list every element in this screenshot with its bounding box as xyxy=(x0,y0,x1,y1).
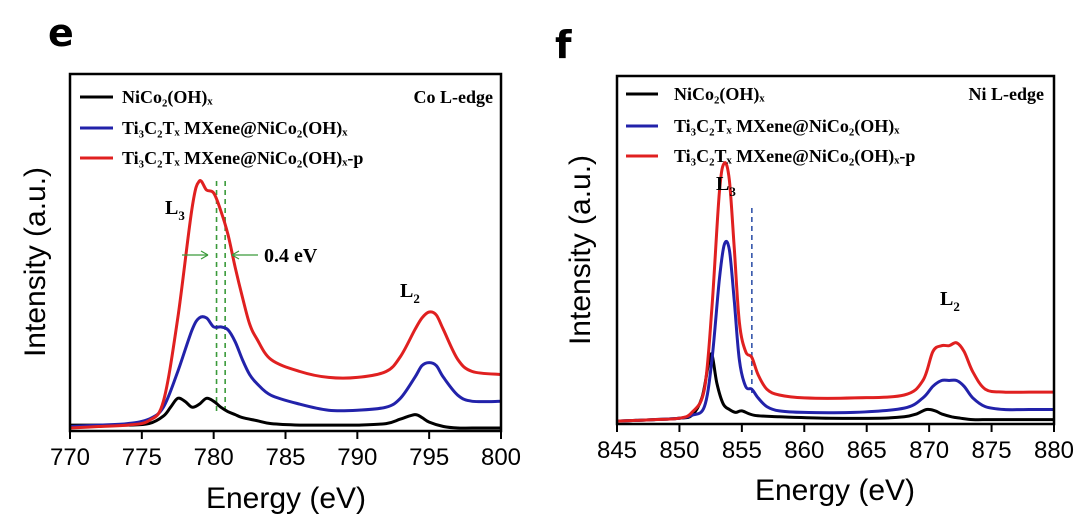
panel-e-x-tick-label-770: 770 xyxy=(50,444,90,471)
panel-e-legend-label-2: Ti₃C₂Tₓ MXene@NiCo₂(OH)ₓ-p xyxy=(122,148,363,169)
panel-e-shift-annotation: 0.4 eV xyxy=(182,245,318,267)
panel-e-x-tick-label-785: 785 xyxy=(265,444,305,471)
panel-f-series-line-0 xyxy=(616,352,1054,423)
panel-e-peak-label-l3: L3 xyxy=(165,197,185,223)
panel-f-x-tick-label-855: 855 xyxy=(722,437,762,464)
panel-e-x-tick-label-775: 775 xyxy=(122,444,162,471)
panel-e-x-tick-label-790: 790 xyxy=(337,444,377,471)
panel-f-x-tick-label-875: 875 xyxy=(972,437,1012,464)
panel-f-x-tick-label-880: 880 xyxy=(1034,437,1074,464)
panel-f-edge-label: Ni L-edge xyxy=(969,84,1045,104)
panel-e-shift-label: 0.4 eV xyxy=(264,245,318,267)
panel-e-legend-label-0: NiCo₂(OH)ₓ xyxy=(122,87,213,108)
panel-e-x-tick-label-780: 780 xyxy=(194,444,234,471)
panel-f-peak-label-l2: L2 xyxy=(940,288,960,314)
panel-e-legend: NiCo₂(OH)ₓ Ti₃C₂Tₓ MXene@NiCo₂(OH)ₓ Ti₃C… xyxy=(80,87,363,169)
panel-e-x-tick-label-795: 795 xyxy=(409,444,449,471)
panel-e-x-axis-label: Energy (eV) xyxy=(206,482,366,515)
panel-f-legend: NiCo₂(OH)ₓ Ti₃C₂Tₓ MXene@NiCo₂(OH)ₓ Ti₃C… xyxy=(626,84,915,167)
panel-f-legend-label-2: Ti₃C₂Tₓ MXene@NiCo₂(OH)ₓ-p xyxy=(674,146,915,167)
panel-f-x-tick-label-850: 850 xyxy=(659,437,699,464)
shift-arrowhead-left xyxy=(200,250,209,260)
panel-f-peak-label-l3: L3 xyxy=(716,173,736,199)
panel-f-series-line-2 xyxy=(616,161,1054,423)
panel-f-x-tick-label-870: 870 xyxy=(909,437,949,464)
panel-f-legend-label-0: NiCo₂(OH)ₓ xyxy=(674,84,765,105)
panel-e-letter: e xyxy=(48,11,74,55)
panel-f-x-tick-label-865: 865 xyxy=(847,437,887,464)
panel-e-peak-label-l2: L2 xyxy=(400,280,420,306)
panel-f-axes-frame xyxy=(615,74,1056,426)
panel-f: f 845 850 855 860 865 870 875 880 Energy (eV) I… xyxy=(555,23,1074,507)
panel-e-x-tick-label-800: 800 xyxy=(481,444,521,471)
panel-e-y-axis-label: Intensity (a.u.) xyxy=(19,167,52,357)
panel-f-legend-label-1: Ti₃C₂Tₓ MXene@NiCo₂(OH)ₓ xyxy=(674,116,900,137)
panel-f-x-tick-label-845: 845 xyxy=(597,437,637,464)
panel-f-series-line-1 xyxy=(616,239,1054,423)
panel-f-x-tick-label-860: 860 xyxy=(784,437,824,464)
panel-f-plot-area xyxy=(616,161,1054,423)
shift-arrowhead-right xyxy=(231,250,240,260)
panel-f-y-axis-label: Intensity (a.u.) xyxy=(564,155,597,345)
panel-e-series-line-0 xyxy=(70,396,501,430)
panel-e-legend-label-1: Ti₃C₂Tₓ MXene@NiCo₂(OH)ₓ xyxy=(122,118,348,139)
panel-e-series-line-1 xyxy=(69,315,502,428)
panel-e-series-line-2 xyxy=(69,179,502,430)
panel-e: e 770 775 780 785 790 795 800 Energy (eV) Inte… xyxy=(19,11,521,515)
panel-f-x-axis-label: Energy (eV) xyxy=(755,474,915,507)
panel-f-letter: f xyxy=(555,23,572,67)
panel-e-edge-label: Co L-edge xyxy=(414,87,494,107)
panel-e-plot-area xyxy=(69,179,502,430)
